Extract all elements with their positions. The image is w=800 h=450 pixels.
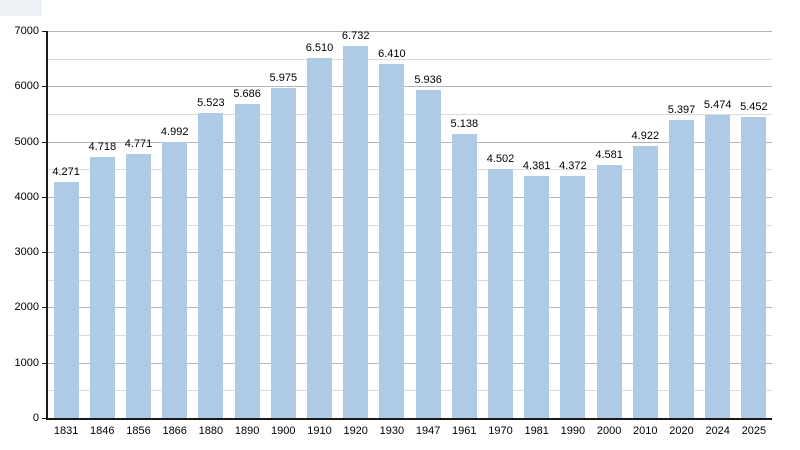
y-axis-tick (42, 252, 47, 254)
corner-artifact (0, 0, 42, 16)
x-axis-tick-label: 2010 (633, 425, 658, 437)
y-axis-tick-label: 3000 (14, 246, 39, 259)
x-axis-tick-label: 1846 (90, 425, 115, 437)
bar (89, 157, 115, 418)
x-axis-tick-label: 1880 (198, 425, 224, 437)
bar-value-label: 5.452 (740, 100, 768, 113)
gridline-minor (48, 113, 772, 115)
x-axis-tick-label: 1947 (415, 425, 441, 437)
bar (234, 103, 260, 418)
y-axis-tick (42, 141, 47, 143)
bar-value-label: 5.523 (197, 96, 225, 109)
bar (560, 176, 586, 418)
gridline-major (48, 31, 772, 32)
bar (198, 112, 224, 418)
bar-value-label: 4.581 (595, 148, 623, 161)
gridline-minor (48, 390, 772, 392)
y-axis-tick (42, 307, 47, 309)
gridline-major (48, 196, 772, 198)
bar (741, 116, 767, 418)
gridline-major (48, 362, 772, 364)
gridline-minor (48, 58, 772, 60)
bar-value-label: 4.502 (486, 153, 515, 166)
bar-value-label: 4.718 (88, 141, 117, 154)
bar (379, 63, 405, 418)
y-axis-tick-label: 1000 (14, 356, 39, 369)
x-axis-tick-label: 1910 (307, 425, 332, 437)
y-axis-tick (42, 196, 47, 198)
gridline-minor (48, 335, 772, 337)
x-axis-tick-label: 2024 (705, 425, 730, 437)
y-axis-tick (42, 86, 47, 88)
x-axis-tick-label: 1930 (379, 425, 405, 437)
x-axis-tick-label: 1961 (452, 425, 477, 437)
bar-value-label: 6.732 (341, 29, 370, 42)
bar (307, 58, 332, 418)
x-axis-tick-label: 1890 (234, 425, 260, 437)
bar (488, 169, 513, 418)
x-axis-tick-label: 1970 (488, 425, 513, 437)
y-axis-tick-label: 6000 (14, 80, 39, 93)
gridline-major (48, 252, 772, 254)
y-axis-line (46, 31, 48, 420)
bar-value-label: 4.922 (631, 129, 660, 142)
bar-value-label: 5.975 (269, 71, 298, 84)
x-axis-tick-label: 1866 (162, 425, 187, 437)
bar (524, 175, 550, 418)
x-axis-tick-label: 1831 (53, 425, 79, 437)
bar (126, 154, 151, 418)
bar-value-label: 4.771 (124, 138, 153, 151)
y-axis-tick (42, 31, 47, 32)
gridline-major (48, 86, 772, 88)
y-axis-tick (42, 362, 47, 364)
x-axis-tick-label: 1856 (126, 425, 151, 437)
bar-value-label: 6.410 (378, 47, 406, 60)
bar (669, 119, 694, 418)
gridline-major (48, 141, 772, 143)
gridline-major (48, 307, 772, 309)
bar (162, 142, 188, 418)
bar (53, 181, 79, 418)
bar-value-label: 5.936 (414, 73, 442, 86)
bar (451, 133, 477, 418)
bar-value-label: 4.992 (160, 126, 189, 138)
bar-value-label: 6.510 (305, 42, 334, 55)
x-axis-line (46, 418, 772, 420)
y-axis-tick-label: 5000 (14, 135, 39, 148)
gridline-minor (48, 169, 772, 171)
bar (415, 89, 441, 418)
y-axis-tick-label: 2000 (14, 301, 39, 314)
bar-value-label: 5.138 (450, 117, 479, 130)
y-axis-tick (42, 418, 47, 419)
bar-value-label: 4.381 (522, 159, 551, 172)
x-axis-tick-label: 1900 (271, 425, 296, 437)
bar (632, 145, 658, 418)
bar-value-label: 4.271 (52, 165, 80, 178)
bar-value-label: 4.372 (559, 160, 587, 173)
x-axis-tick-label: 2000 (596, 425, 622, 437)
y-axis-tick-label: 0 (32, 412, 39, 424)
x-axis-tick-label: 1920 (343, 425, 368, 437)
x-axis-tick-label: 1981 (524, 425, 549, 437)
x-axis-tick-label: 2025 (741, 425, 767, 437)
y-axis-tick-label: 7000 (14, 25, 39, 37)
gridline-minor (48, 224, 772, 226)
bar-value-label: 5.686 (233, 87, 261, 100)
bar-value-label: 5.397 (667, 103, 696, 116)
bar (270, 87, 296, 418)
gridline-minor (48, 279, 772, 281)
x-axis-tick-label: 1990 (560, 425, 586, 437)
bar (343, 45, 369, 418)
bar-value-label: 5.474 (703, 99, 732, 112)
x-axis-tick-label: 2020 (669, 425, 694, 437)
bar (705, 115, 731, 418)
bar (596, 164, 622, 418)
y-axis-tick-label: 4000 (14, 190, 39, 203)
